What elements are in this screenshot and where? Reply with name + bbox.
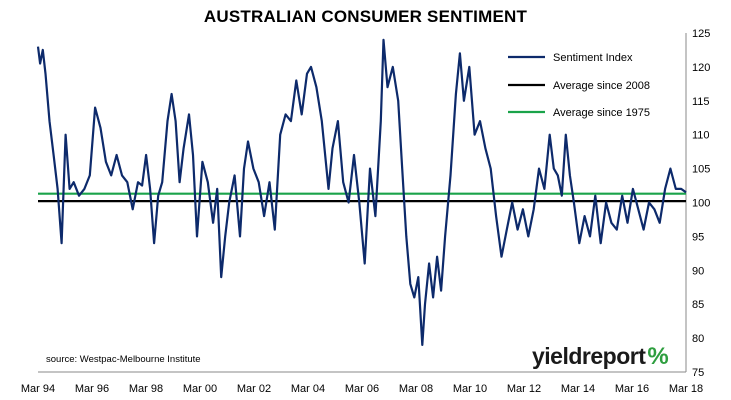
chart-title: AUSTRALIAN CONSUMER SENTIMENT	[203, 7, 528, 26]
yieldreport-logo: yieldreport%	[532, 343, 669, 371]
legend-label-sentiment: Sentiment Index	[553, 52, 633, 64]
y-tick-label: 85	[692, 299, 704, 311]
y-tick-label: 90	[692, 265, 704, 277]
y-tick-label: 125	[692, 28, 710, 40]
logo-text: yieldreport	[532, 343, 646, 369]
x-tick-label: Mar 16	[615, 383, 649, 395]
y-tick-label: 105	[692, 164, 710, 176]
legend-label-average-1975: Average since 1975	[553, 107, 650, 119]
x-tick-label: Mar 12	[507, 383, 541, 395]
x-tick-label: Mar 02	[237, 383, 271, 395]
legend-label-average-2008: Average since 2008	[553, 80, 650, 92]
y-tick-label: 110	[692, 130, 710, 142]
y-tick-label: 95	[692, 231, 704, 243]
legend: Sentiment Index Average since 2008 Avera…	[508, 52, 650, 119]
y-tick-label: 75	[692, 367, 704, 379]
x-tick-label: Mar 18	[669, 383, 703, 395]
logo-percent-icon: %	[647, 343, 669, 370]
source-note: source: Westpac-Melbourne Institute	[46, 354, 201, 365]
x-tick-label: Mar 98	[129, 383, 163, 395]
y-axis-ticks: 75 80 85 90 95 100 105 110 115 120 125	[692, 28, 710, 379]
y-tick-label: 115	[692, 96, 710, 108]
x-tick-label: Mar 00	[183, 383, 217, 395]
y-tick-label: 100	[692, 198, 710, 210]
sentiment-index-line	[36, 38, 687, 346]
y-tick-label: 120	[692, 62, 710, 74]
y-tick-label: 80	[692, 333, 704, 345]
x-tick-label: Mar 94	[21, 383, 55, 395]
x-tick-label: Mar 14	[561, 383, 595, 395]
x-axis-ticks: Mar 94 Mar 96 Mar 98 Mar 00 Mar 02 Mar 04 Mar …	[21, 383, 703, 395]
x-tick-label: Mar 96	[75, 383, 109, 395]
x-tick-label: Mar 06	[345, 383, 379, 395]
x-tick-label: Mar 08	[399, 383, 433, 395]
x-tick-label: Mar 10	[453, 383, 487, 395]
x-tick-label: Mar 04	[291, 383, 325, 395]
